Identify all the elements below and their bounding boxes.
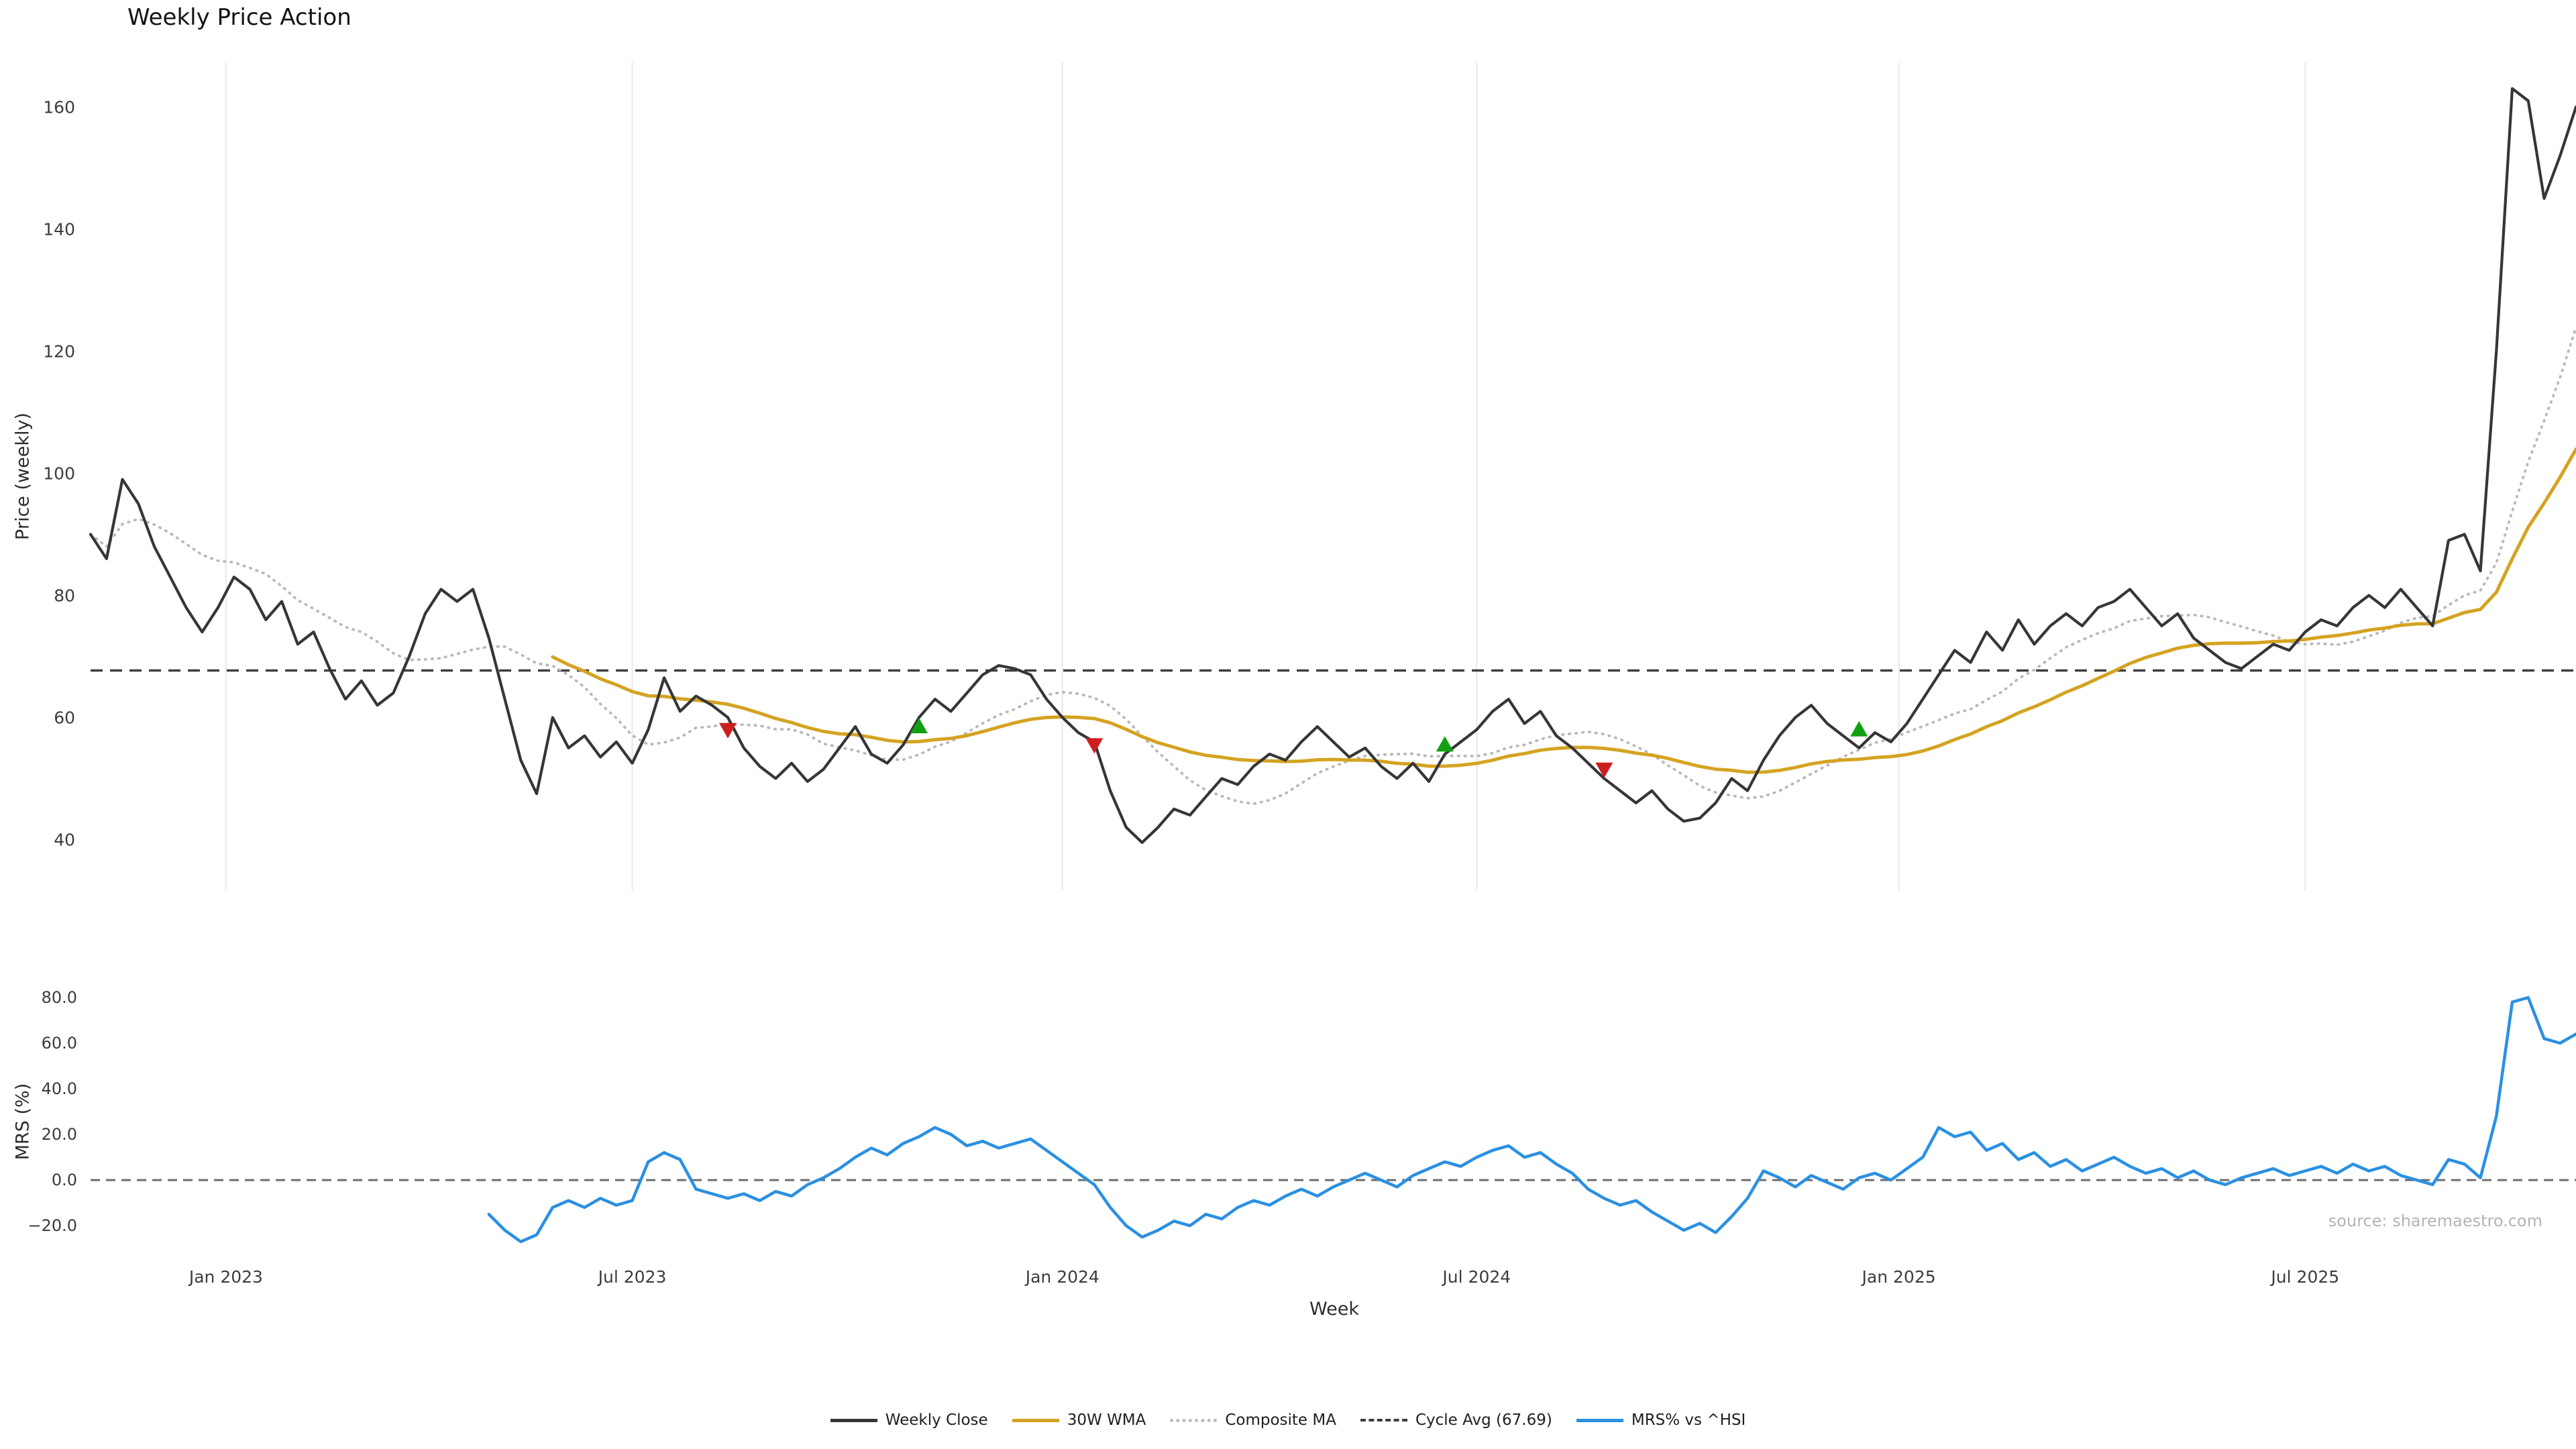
- svg-text:40.0: 40.0: [42, 1079, 77, 1098]
- legend-item: Cycle Avg (67.69): [1360, 1411, 1552, 1429]
- svg-text:Jan 2025: Jan 2025: [1861, 1267, 1936, 1287]
- chart-title: Weekly Price Action: [127, 4, 352, 31]
- svg-text:100: 100: [43, 464, 75, 483]
- weekly-close-line: [89, 87, 2576, 845]
- x-axis-label: Week: [1309, 1299, 1359, 1320]
- svg-text:80: 80: [54, 586, 75, 606]
- mrs-tick-labels: −20.0 0.0 20.0 40.0 60.0 80.0: [28, 988, 77, 1235]
- svg-text:120: 120: [43, 341, 75, 361]
- svg-text:60: 60: [54, 708, 75, 728]
- svg-text:0.0: 0.0: [52, 1171, 77, 1189]
- legend: Weekly Close 30W WMA Composite MA Cycle Avg…: [0, 1411, 2576, 1429]
- buy-signal-marker: [910, 718, 928, 734]
- mrs-line: [487, 996, 2576, 1244]
- wma-30w-line: [551, 447, 2576, 774]
- svg-text:140: 140: [43, 219, 75, 239]
- svg-text:80.0: 80.0: [42, 988, 77, 1007]
- svg-text:60.0: 60.0: [42, 1034, 77, 1053]
- legend-swatch-solid: [830, 1418, 877, 1422]
- legend-swatch-solid: [1012, 1418, 1059, 1422]
- svg-text:40: 40: [54, 830, 75, 850]
- legend-label: Composite MA: [1225, 1411, 1336, 1429]
- buy-signal-marker: [1850, 720, 1868, 737]
- svg-text:Jul 2024: Jul 2024: [1441, 1267, 1511, 1287]
- legend-item: 30W WMA: [1012, 1411, 1146, 1429]
- svg-text:Jul 2025: Jul 2025: [2269, 1267, 2339, 1287]
- legend-label: Weekly Close: [885, 1411, 988, 1429]
- sell-signal-marker: [719, 722, 737, 739]
- legend-item: Weekly Close: [830, 1411, 988, 1429]
- x-tick-labels: Jan 2023 Jul 2023 Jan 2024 Jul 2024 Jan 2025…: [188, 1267, 2339, 1287]
- sell-signal-marker: [1595, 762, 1613, 778]
- svg-text:Jul 2023: Jul 2023: [597, 1267, 667, 1287]
- svg-text:Jan 2024: Jan 2024: [1024, 1267, 1099, 1287]
- svg-text:−20.0: −20.0: [28, 1216, 77, 1235]
- legend-item: MRS% vs ^HSI: [1576, 1411, 1746, 1429]
- signal-markers: [719, 718, 1868, 778]
- composite-ma-line: [89, 326, 2576, 806]
- legend-label: MRS% vs ^HSI: [1631, 1411, 1746, 1429]
- legend-swatch-dotted: [1170, 1418, 1218, 1422]
- svg-text:20.0: 20.0: [42, 1125, 77, 1144]
- price-gridlines: [225, 62, 2306, 890]
- sell-signal-marker: [1085, 738, 1104, 754]
- source-attribution: source: sharemaestro.com: [2328, 1212, 2542, 1230]
- buy-signal-marker: [1436, 736, 1454, 752]
- legend-swatch-solid: [1576, 1418, 1623, 1422]
- legend-item: Composite MA: [1170, 1411, 1336, 1429]
- legend-swatch-dashed: [1360, 1419, 1407, 1421]
- svg-text:160: 160: [43, 97, 75, 117]
- price-tick-labels: 40 60 80 100 120 140 160: [43, 97, 75, 849]
- legend-label: Cycle Avg (67.69): [1415, 1411, 1552, 1429]
- legend-label: 30W WMA: [1067, 1411, 1146, 1429]
- svg-text:Jan 2023: Jan 2023: [188, 1267, 263, 1287]
